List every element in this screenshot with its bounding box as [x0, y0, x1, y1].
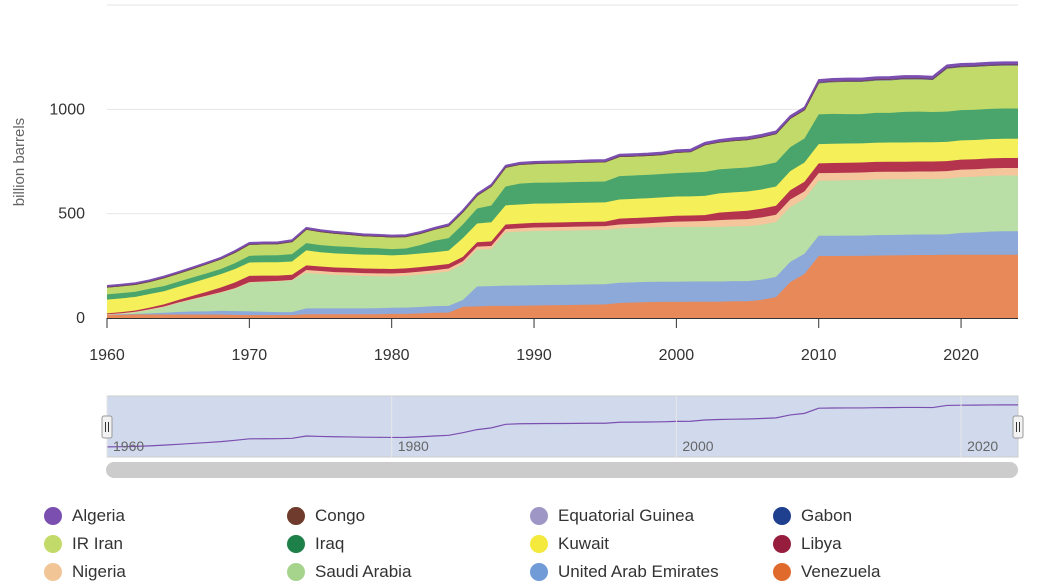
legend-dot-icon: [773, 563, 791, 581]
area-kuwait[interactable]: [107, 138, 1018, 314]
chart-svg: billion barrels 1960 1970 1980 1990 2000 2010…: [11, 4, 1024, 478]
navigator-series-line: [106, 404, 1018, 448]
axes: billion barrels 1960 1970 1980 1990 2000 2010…: [11, 101, 1018, 364]
legend-dot-icon: [530, 563, 548, 581]
legend-item-united-arab-emirates[interactable]: United Arab Emirates: [530, 560, 719, 584]
navigator-handle-body: [1012, 415, 1024, 439]
y-tick-label-1000: 1000: [49, 101, 85, 118]
navigator-tick-label-2000: 2000: [682, 438, 713, 454]
navigator-mask[interactable]: [106, 395, 1019, 458]
x-tick-label-2000: 2000: [659, 347, 695, 364]
area-nigeria[interactable]: [107, 167, 1018, 315]
x-tick-label-2020: 2020: [943, 347, 979, 364]
area-line-algeria: [106, 61, 1018, 287]
legend-label: Congo: [315, 506, 366, 525]
stacked-areas: [106, 61, 1018, 318]
legend-dot-icon: [773, 535, 791, 553]
navigator[interactable]: 1960 1980 2000 2020: [101, 395, 1024, 478]
x-tick-label-1990: 1990: [516, 347, 552, 364]
legend-label: Venezuela: [801, 562, 881, 581]
navigator-tick-label-1960: 1960: [113, 438, 144, 454]
legend-item-algeria[interactable]: Algeria: [44, 504, 125, 528]
legend-dot-icon: [287, 535, 305, 553]
area-venezuela[interactable]: [107, 254, 1018, 318]
legend-item-saudi-arabia[interactable]: Saudi Arabia: [287, 560, 411, 584]
legend-dot-icon: [44, 535, 62, 553]
area-libya[interactable]: [107, 157, 1018, 315]
navigator-handle-body: [101, 415, 113, 439]
area-iraq[interactable]: [107, 108, 1018, 300]
y-tick-label-0: 0: [76, 310, 85, 327]
navigator-handle-right[interactable]: [1012, 415, 1024, 439]
area-ir-iran[interactable]: [107, 65, 1018, 295]
x-tick-label-1960: 1960: [89, 347, 125, 364]
x-tick-label-2010: 2010: [801, 347, 837, 364]
legend-item-congo[interactable]: Congo: [287, 504, 365, 528]
legend-label: Algeria: [72, 506, 125, 525]
navigator-tick-label-1980: 1980: [398, 438, 429, 454]
legend-label: Saudi Arabia: [315, 562, 412, 581]
navigator-tick-label-2020: 2020: [967, 438, 998, 454]
navigator-handle-left[interactable]: [101, 415, 113, 439]
legend: Algeria Congo Equatorial Guinea Gabon IR Ira…: [44, 504, 1044, 582]
area-saudi-arabia[interactable]: [107, 175, 1018, 315]
legend-item-iraq[interactable]: Iraq: [287, 532, 344, 556]
legend-item-venezuela[interactable]: Venezuela: [773, 560, 880, 584]
legend-dot-icon: [530, 507, 548, 525]
legend-label: Kuwait: [558, 534, 610, 553]
navigator-background: [106, 395, 1019, 458]
legend-dot-icon: [287, 563, 305, 581]
area-united-arab-emirates[interactable]: [107, 231, 1018, 316]
legend-dot-icon: [287, 507, 305, 525]
legend-item-ir-iran[interactable]: IR Iran: [44, 532, 123, 556]
legend-dot-icon: [773, 507, 791, 525]
legend-label: United Arab Emirates: [558, 562, 719, 581]
legend-dot-icon: [44, 563, 62, 581]
legend-label: IR Iran: [72, 534, 124, 553]
y-axis-label: billion barrels: [11, 118, 28, 206]
legend-label: Iraq: [315, 534, 345, 553]
legend-item-kuwait[interactable]: Kuwait: [530, 532, 609, 556]
legend-label: Gabon: [801, 506, 853, 525]
legend-dot-icon: [44, 507, 62, 525]
legend-label: Nigeria: [72, 562, 126, 581]
legend-item-gabon[interactable]: Gabon: [773, 504, 852, 528]
legend-item-equatorial-guinea[interactable]: Equatorial Guinea: [530, 504, 694, 528]
legend-label: Equatorial Guinea: [558, 506, 695, 525]
navigator-scrollbar[interactable]: [106, 462, 1018, 478]
legend-dot-icon: [530, 535, 548, 553]
legend-item-libya[interactable]: Libya: [773, 532, 842, 556]
x-tick-label-1980: 1980: [374, 347, 410, 364]
legend-item-nigeria[interactable]: Nigeria: [44, 560, 126, 584]
x-tick-label-1970: 1970: [232, 347, 268, 364]
legend-label: Libya: [801, 534, 842, 553]
y-tick-label-500: 500: [58, 206, 85, 223]
